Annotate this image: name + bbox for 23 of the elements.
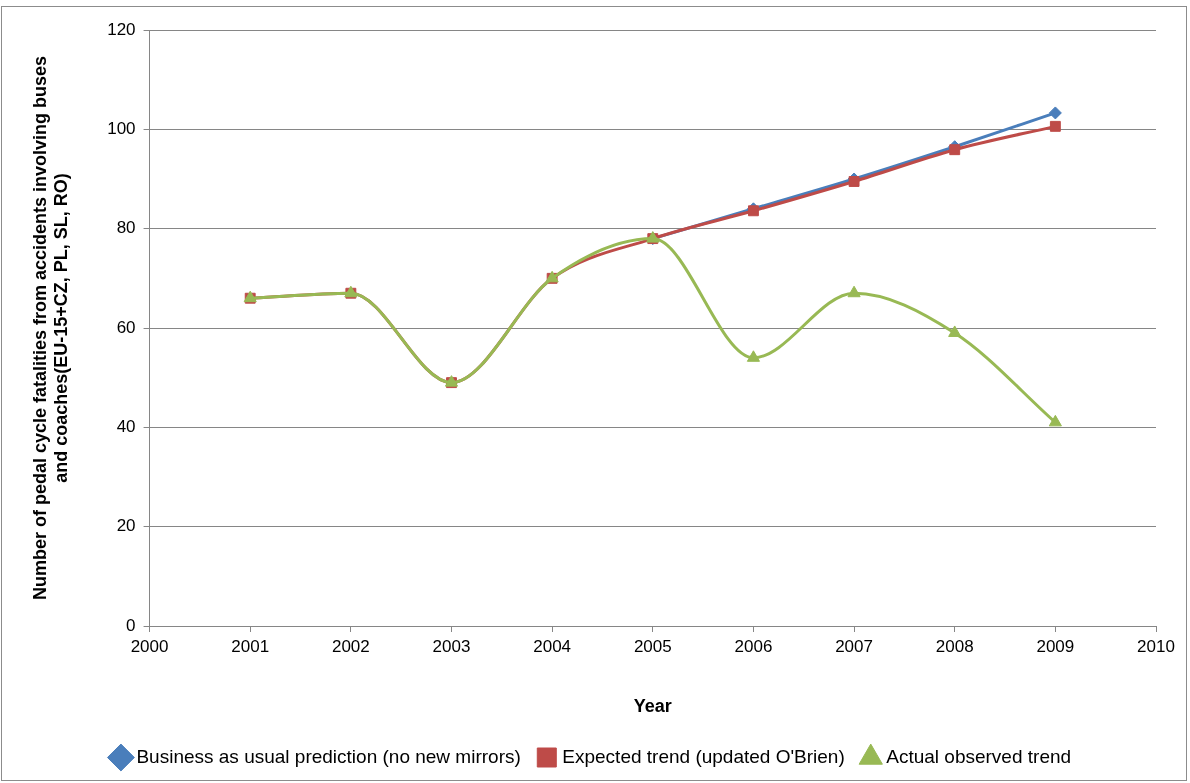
x-tick-label: 2009 — [1036, 636, 1075, 656]
x-tick-label: 2005 — [633, 636, 672, 656]
y-tick-label: 100 — [107, 119, 136, 139]
x-tick-label: 2001 — [231, 636, 270, 656]
x-tick-label: 2006 — [734, 636, 773, 656]
x-axis-title: Year — [633, 696, 672, 717]
x-tick-label: 2004 — [533, 636, 572, 656]
y-tick-label: 80 — [116, 218, 136, 238]
x-tick-label: 2002 — [331, 636, 370, 656]
x-tick-label: 2008 — [935, 636, 974, 656]
x-tick-label: 2000 — [130, 636, 169, 656]
y-tick-label: 0 — [126, 615, 136, 635]
x-tick-label: 2007 — [835, 636, 873, 656]
y-axis-title: Number of pedal cycle fatalities from accidents involving buses and coaches(EU-15+CZ, PL, SL, RO) — [29, 55, 72, 601]
y-tick-label: 60 — [116, 317, 136, 337]
legend-label: Expected trend (updated O'Brien) — [562, 745, 845, 767]
x-tick-label: 2003 — [432, 636, 471, 656]
legend-label: Business as usual prediction (no new mirrors) — [136, 745, 521, 767]
y-tick-label: 20 — [116, 516, 136, 536]
x-tick-label: 2010 — [1137, 636, 1175, 656]
legend-label: Actual observed trend — [886, 745, 1072, 767]
y-tick-label: 40 — [116, 417, 136, 437]
y-tick-label: 120 — [107, 19, 136, 39]
